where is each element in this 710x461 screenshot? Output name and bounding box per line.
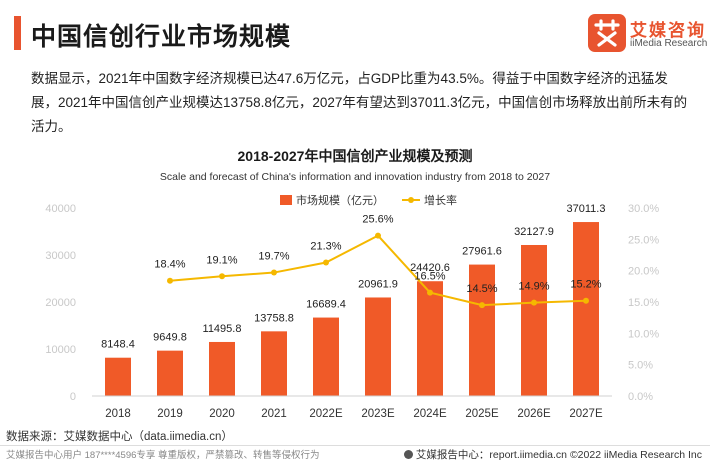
legend-line-marker <box>408 197 414 203</box>
bar-value-label: 16689.4 <box>306 299 346 311</box>
x-tick-label: 2018 <box>105 408 131 420</box>
x-tick-label: 2019 <box>157 408 183 420</box>
bar <box>521 244 547 396</box>
bar <box>417 281 443 396</box>
x-axis-labels: 2018 2019 2020 2021 2022E 2023E 2024E 2025E 2026… <box>105 408 603 420</box>
bar-value-labels: 8148.4 9649.8 11495.8 13758.8 16689.4 20961.9… <box>101 203 605 351</box>
brand-logo: 艾媒咨询 iiMedia Research <box>588 14 707 54</box>
bar <box>157 350 183 396</box>
growth-rate-point <box>323 259 329 266</box>
growth-rate-point <box>479 302 485 309</box>
x-tick-label: 2022E <box>309 408 343 420</box>
y-right-tick-label: 20.0% <box>628 266 659 278</box>
growth-rate-label: 25.6% <box>362 214 393 226</box>
y-right-tick-label: 0.0% <box>628 391 653 403</box>
iimedia-logo-icon <box>588 14 626 52</box>
bar <box>105 357 131 396</box>
y-left-tick-label: 30000 <box>45 250 76 262</box>
y-right-tick-label: 10.0% <box>628 328 659 340</box>
y-left-tick-label: 0 <box>70 391 76 403</box>
chart-subtitle: Scale and forecast of China's informatio… <box>159 171 551 183</box>
bar-line-chart: 市场规模（亿元） 增长率 0 10000 20000 30000 40000 0.0% 5.… <box>45 193 659 420</box>
legend-bar-swatch <box>280 195 292 205</box>
x-tick-label: 2026E <box>517 408 551 420</box>
bar-value-label: 32127.9 <box>514 226 554 238</box>
growth-rate-point <box>583 297 589 304</box>
y-right-tick-label: 25.0% <box>628 234 659 246</box>
bar <box>209 341 235 396</box>
growth-rate-point <box>375 232 381 239</box>
bar-value-label: 11495.8 <box>203 323 242 335</box>
bar <box>365 297 391 396</box>
bar-value-label: 8148.4 <box>101 339 135 351</box>
growth-rate-label: 18.4% <box>154 259 185 271</box>
y-left-tick-label: 10000 <box>45 344 76 356</box>
x-tick-label: 2024E <box>413 408 447 420</box>
bar-value-label: 24420.6 <box>410 262 450 274</box>
bar <box>469 264 495 396</box>
line-series <box>167 232 589 309</box>
legend-bar-label: 市场规模（亿元） <box>296 193 384 207</box>
legend-line-label: 增长率 <box>424 193 457 207</box>
y-right-tick-label: 30.0% <box>628 203 659 215</box>
growth-rate-label: 16.5% <box>414 271 445 283</box>
bar <box>261 331 287 396</box>
line-value-labels: 18.4% 19.1% 19.7% 21.3% 25.6% 16.5% 14.5% 14.9%… <box>154 214 601 296</box>
growth-rate-point <box>167 277 173 284</box>
footer-divider <box>0 445 710 446</box>
growth-rate-label: 21.3% <box>310 241 341 253</box>
growth-rate-label: 19.7% <box>258 251 289 263</box>
growth-rate-label: 19.1% <box>206 254 237 266</box>
chart-title: 2018-2027年中国信创产业规模及预测 <box>237 148 473 164</box>
bar-value-label: 13758.8 <box>254 312 294 324</box>
y-left-tick-label: 40000 <box>45 203 76 215</box>
y-right-tick-label: 5.0% <box>628 360 653 372</box>
bar <box>573 222 599 396</box>
x-tick-label: 2020 <box>209 408 235 420</box>
bar <box>313 317 339 396</box>
growth-rate-point <box>531 299 537 306</box>
x-tick-label: 2025E <box>465 408 499 420</box>
growth-rate-label: 15.2% <box>570 279 601 291</box>
growth-rate-label: 14.5% <box>466 283 497 295</box>
growth-rate-point <box>271 269 277 276</box>
growth-rate-point <box>427 289 433 296</box>
growth-rate-label: 14.9% <box>518 281 549 293</box>
bar-value-label: 27961.6 <box>462 246 502 258</box>
page-title: 中国信创行业市场规模 <box>31 23 292 51</box>
growth-rate-point <box>219 273 225 280</box>
x-tick-label: 2027E <box>569 408 603 420</box>
bar-value-label: 20961.9 <box>358 278 398 290</box>
chart-legend: 市场规模（亿元） 增长率 <box>280 193 457 207</box>
footer-report-center: 艾媒报告中心：report.iimedia.cn ©2022 iiMedia R… <box>403 447 702 461</box>
footer-copyright-notice: 艾媒报告中心用户 187****4596专享 尊重版权，严禁篡改、转售等侵权行为 <box>6 450 320 461</box>
y-left-tick-label: 20000 <box>45 297 76 309</box>
bar-value-label: 9649.8 <box>153 332 187 344</box>
report-center-icon <box>403 450 413 459</box>
footer-report-text: 艾媒报告中心：report.iimedia.cn ©2022 iiMedia R… <box>415 449 702 461</box>
y-axis-right: 0.0% 5.0% 10.0% 15.0% 20.0% 25.0% 30.0% <box>628 203 659 403</box>
description-text: 数据显示，2021年中国数字经济规模已达47.6万亿元，占GDP比重为43.5%… <box>31 71 688 134</box>
y-axis-left: 0 10000 20000 30000 40000 <box>45 203 76 403</box>
data-source: 数据来源：艾媒数据中心（data.iimedia.cn） <box>6 431 233 443</box>
bar-series <box>105 222 599 396</box>
logo-chinese-name: 艾媒咨询 <box>630 21 706 40</box>
x-tick-label: 2023E <box>361 408 395 420</box>
y-right-tick-label: 15.0% <box>628 297 659 309</box>
title-accent-bar <box>14 16 21 50</box>
bar-value-label: 37011.3 <box>567 203 606 215</box>
logo-english-name: iiMedia Research <box>630 38 708 49</box>
x-tick-label: 2021 <box>261 408 287 420</box>
